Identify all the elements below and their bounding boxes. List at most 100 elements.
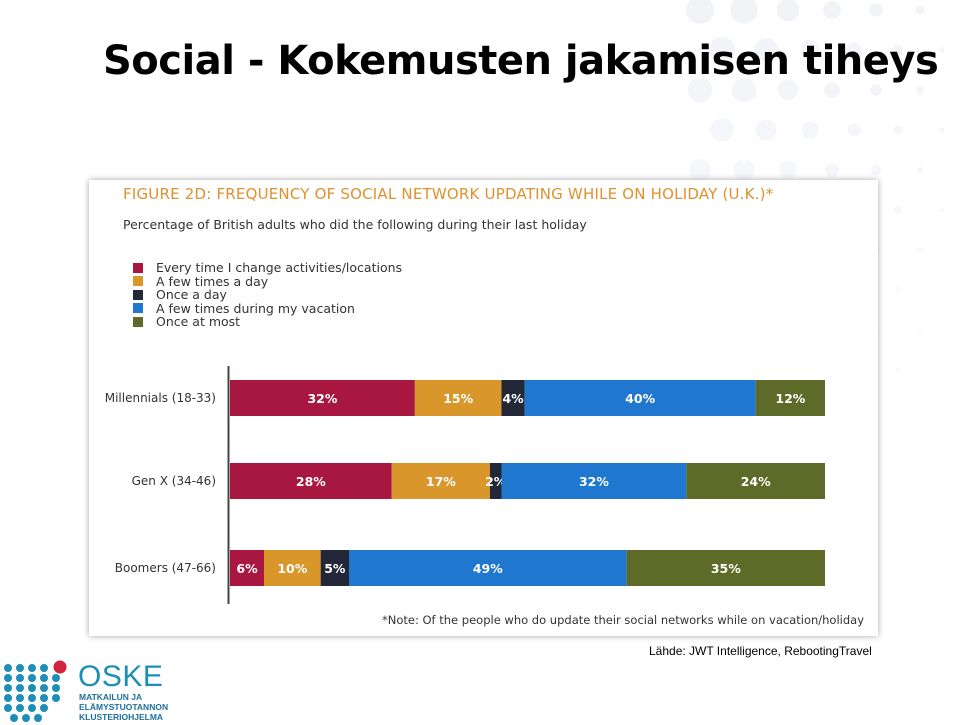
legend-swatch	[133, 262, 143, 273]
data-label: 12%	[775, 391, 805, 406]
category-label: Gen X (34-46)	[132, 474, 216, 488]
logo-dot	[16, 704, 24, 712]
decorative-dot	[895, 367, 901, 373]
decorative-dot	[917, 247, 923, 253]
logo-dot	[22, 714, 30, 722]
bar-segment	[391, 463, 490, 499]
oske-logo	[4, 660, 67, 722]
slide-title: Social - Kokemusten jakamisen tiheys	[103, 38, 939, 84]
legend-item-few-times-vacation: A few times during my vacation	[133, 300, 402, 316]
bar-segment	[264, 550, 321, 586]
data-label: 4%	[502, 391, 524, 406]
decorative-dot	[754, 38, 778, 62]
data-label: 2%	[485, 474, 507, 489]
decorative-dot	[939, 207, 945, 213]
logo-dot	[28, 704, 36, 712]
decorative-dot	[801, 121, 819, 139]
logo-dot	[40, 684, 48, 692]
logo-dot	[16, 684, 24, 692]
decorative-dot	[755, 119, 777, 141]
decorative-dot	[708, 36, 736, 64]
decorative-dot	[870, 84, 882, 96]
category-label: Millennials (18-33)	[105, 391, 216, 405]
legend-label: Once at most	[156, 314, 241, 329]
decorative-dot	[893, 125, 903, 135]
data-label: 24%	[741, 474, 771, 489]
logo-dot	[40, 694, 48, 702]
decorative-dot	[687, 77, 713, 103]
data-label: 5%	[324, 561, 346, 576]
bar-segment	[230, 550, 264, 586]
bar-segment	[349, 550, 627, 586]
data-label: 49%	[473, 561, 503, 576]
logo-dot	[28, 684, 36, 692]
legend-item-once-at-most: Once at most	[133, 315, 402, 329]
data-label: 28%	[296, 474, 326, 489]
logo-dot	[28, 694, 36, 702]
legend-label: Once a day	[156, 287, 227, 302]
logo-dot	[40, 664, 48, 672]
bar-segment	[686, 463, 825, 499]
decorative-dot	[915, 5, 925, 15]
chart-legend: Every time I change activities/locations…	[133, 261, 402, 329]
bar-segment	[230, 380, 415, 416]
logo-dot	[28, 664, 36, 672]
decorative-dot	[870, 164, 882, 176]
logo-dot	[40, 674, 48, 682]
decorative-dot	[916, 86, 924, 94]
bar-segment	[626, 550, 825, 586]
logo-dot	[40, 704, 48, 712]
legend-label: A few times a day	[156, 273, 269, 289]
data-label: 32%	[579, 474, 609, 489]
decorative-dot	[869, 3, 883, 17]
decorative-dot	[776, 0, 800, 22]
logo-dot	[4, 694, 12, 702]
logo-red-dot	[53, 660, 67, 674]
legend-swatch	[133, 289, 143, 300]
legend-label: A few times during my vacation	[156, 300, 355, 316]
legend-label: Every time I change activities/locations	[156, 260, 403, 275]
decorative-dot	[686, 0, 714, 24]
figure-subtitle: Percentage of British adults who did the…	[123, 217, 587, 232]
logo-dot	[34, 714, 42, 722]
decorative-dot	[733, 159, 755, 181]
bar-segment	[755, 380, 825, 416]
category-label: Boomers (47-66)	[115, 561, 216, 575]
logo-dot	[4, 704, 12, 712]
decorative-dot	[917, 327, 923, 333]
decorative-dot	[894, 206, 902, 214]
bar-segment	[230, 463, 392, 499]
decorative-dot	[777, 79, 799, 101]
decorative-dot	[823, 1, 841, 19]
data-label: 32%	[307, 391, 337, 406]
logo-subtitle: MATKAILUN JA ELÄMYSTUOTANNON KLUSTERIOHJ…	[79, 692, 169, 722]
legend-item-once-day: Once a day	[133, 288, 402, 302]
logo-dot	[4, 674, 12, 682]
figure-note: *Note: Of the people who do update their…	[382, 613, 865, 627]
bar-segment	[489, 463, 502, 499]
logo-dot	[10, 714, 18, 722]
decorative-dot	[939, 127, 945, 133]
decorative-dot	[710, 118, 734, 142]
logo-name: OSKE	[78, 660, 164, 693]
decorative-dot	[823, 81, 841, 99]
decorative-dot	[847, 123, 861, 137]
data-label: 40%	[625, 391, 655, 406]
decorative-dot	[730, 0, 758, 24]
legend-swatch	[133, 276, 143, 287]
logo-dot	[4, 684, 12, 692]
decorative-dot	[731, 77, 757, 103]
decorative-dot	[892, 44, 904, 56]
decorative-dot	[689, 159, 711, 181]
decorative-dot	[800, 40, 820, 60]
data-label: 6%	[236, 561, 258, 576]
stacked-bar-chart: Millennials (18-33) 32% 15% 4% 40% 12% Gen X (…	[105, 366, 825, 604]
logo-dot	[16, 664, 24, 672]
logo-dot	[52, 674, 60, 682]
decorative-dot	[916, 166, 924, 174]
decorative-dot	[894, 286, 902, 294]
decorative-dot	[779, 161, 797, 179]
logo-dot	[52, 694, 60, 702]
bar-segment	[501, 380, 525, 416]
logo-dot	[52, 684, 60, 692]
